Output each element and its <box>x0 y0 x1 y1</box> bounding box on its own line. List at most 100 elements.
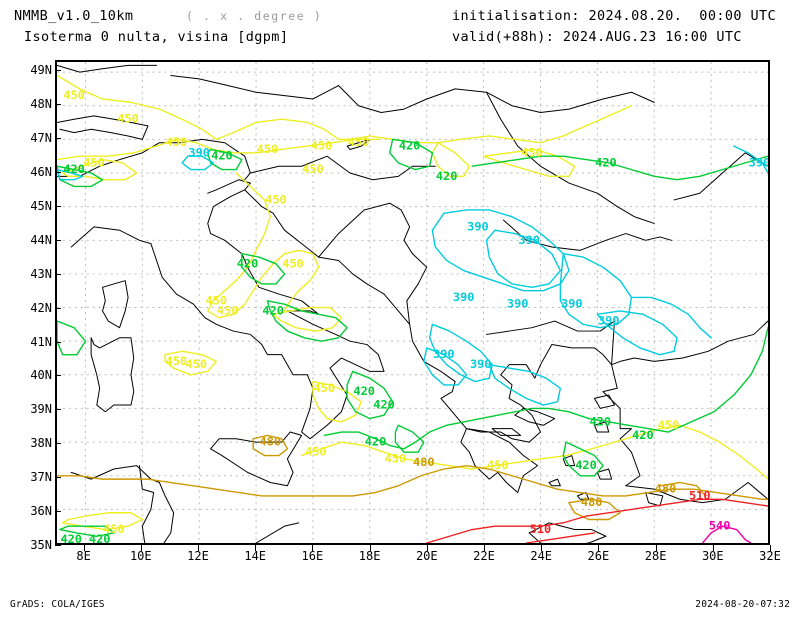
contour-label: 390 <box>453 290 475 304</box>
contour-label: 420 <box>365 435 387 449</box>
contour-line-510 <box>525 532 596 543</box>
contour-label: 510 <box>689 488 711 502</box>
latitude-axis: 35N 36N 37N 38N 39N 40N 41N 42N 43N 44N 45N 46N 47N 4… <box>0 60 52 551</box>
longitude-tick-label: 24E <box>530 549 553 563</box>
latitude-tick-label: 44N <box>30 232 52 247</box>
longitude-tick-label: 20E <box>415 549 438 563</box>
longitude-tick-label: 12E <box>187 549 209 563</box>
contour-label: 390 <box>433 347 455 361</box>
latitude-tick-mark <box>55 273 61 275</box>
contour-label: 420 <box>436 169 458 183</box>
longitude-tick-label: 16E <box>301 549 324 563</box>
contour-layer <box>57 74 768 543</box>
coastline <box>491 428 522 436</box>
contour-label: 450 <box>103 522 125 536</box>
contour-line-480 <box>57 464 768 500</box>
latitude-tick-label: 36N <box>30 504 52 519</box>
contour-line-390 <box>423 347 468 386</box>
coastline <box>645 492 664 507</box>
coastline <box>57 115 149 140</box>
coastline <box>57 138 251 181</box>
contour-line-390 <box>428 323 493 383</box>
contour-line-420 <box>241 253 286 285</box>
contour-line-390 <box>733 145 768 174</box>
contour-line-480 <box>252 434 289 457</box>
latitude-tick-label: 43N <box>30 266 52 281</box>
contour-label: 420 <box>595 155 617 169</box>
contour-label: 450 <box>487 458 509 472</box>
contour-label: 420 <box>589 414 611 428</box>
longitude-tick-mark <box>255 545 257 551</box>
longitude-tick-mark <box>770 545 771 551</box>
contour-line-420 <box>346 370 394 420</box>
coastline <box>460 428 539 494</box>
longitude-tick-label: 18E <box>358 549 381 563</box>
contour-label: 420 <box>575 458 597 472</box>
coastline <box>625 482 768 504</box>
contour-line-450 <box>431 142 471 178</box>
contour-label: 450 <box>217 303 239 317</box>
contour-label: 420 <box>60 532 82 543</box>
contour-line-420 <box>323 407 670 450</box>
contour-line-480 <box>659 481 707 497</box>
latitude-tick-label: 38N <box>30 436 52 451</box>
longitude-tick-mark <box>140 545 142 551</box>
latitude-tick-label: 35N <box>30 538 52 552</box>
contour-label: 450 <box>305 445 327 459</box>
contour-line-420 <box>266 300 348 342</box>
contour-line-420 <box>394 424 425 453</box>
coastline <box>70 465 175 543</box>
longitude-tick-mark <box>426 545 428 551</box>
latitude-tick-label: 41N <box>30 334 52 349</box>
contour-label: 450 <box>348 135 370 149</box>
longitude-tick-label: 28E <box>644 549 667 563</box>
coastline <box>90 337 135 413</box>
contour-line-450 <box>61 512 144 531</box>
longitude-axis: 8E 10E 12E 14E 16E 18E 20E 22E 24E 26E 28E 30E 32E <box>55 548 780 568</box>
coastline <box>593 394 615 409</box>
contour-line-450 <box>272 306 343 332</box>
latitude-tick-mark <box>55 70 61 72</box>
coastline <box>170 74 340 100</box>
contour-label: 390 <box>188 145 210 159</box>
coastline <box>500 320 768 443</box>
contour-label: 420 <box>63 162 85 176</box>
contour-label: 480 <box>581 495 603 509</box>
longitude-tick-label: 14E <box>244 549 267 563</box>
coastline <box>548 478 561 487</box>
latitude-tick-mark <box>55 138 61 139</box>
coastline <box>57 64 158 73</box>
latitude-tick-mark <box>55 171 61 173</box>
render-timestamp: 2024-08-20-07:32 <box>695 599 790 610</box>
latitude-tick-label: 49N <box>30 63 52 78</box>
contour-label: 450 <box>206 293 228 307</box>
latitude-tick-mark <box>55 511 61 513</box>
contour-line-390 <box>181 155 215 171</box>
latitude-tick-mark <box>55 341 61 343</box>
latitude-tick-label: 46N <box>30 164 52 179</box>
coastline <box>210 431 303 487</box>
contour-line-420 <box>562 441 604 477</box>
units-note: ( . x . degree ) <box>186 9 323 23</box>
contour-label: 450 <box>311 139 333 153</box>
coastline <box>70 179 385 440</box>
longitude-tick-label: 32E <box>759 549 781 563</box>
grid-lines <box>57 62 768 543</box>
longitude-tick-label: 26E <box>587 549 610 563</box>
longitude-tick-mark <box>312 545 314 551</box>
contour-label: 480 <box>260 435 282 449</box>
contour-label: 450 <box>63 88 85 102</box>
contour-label: 450 <box>166 135 188 149</box>
coastline <box>255 522 300 543</box>
coastline <box>485 320 615 366</box>
contour-label: 450 <box>385 451 407 465</box>
model-name: NMMB_v1.0_10km <box>14 8 134 24</box>
contour-label: 420 <box>353 384 375 398</box>
coastline <box>593 421 610 433</box>
contour-line-420 <box>207 148 243 171</box>
contour-line-420 <box>57 165 104 188</box>
longitude-tick-label: 30E <box>701 549 724 563</box>
contour-label: 390 <box>561 297 583 311</box>
latitude-tick-label: 39N <box>30 402 52 417</box>
